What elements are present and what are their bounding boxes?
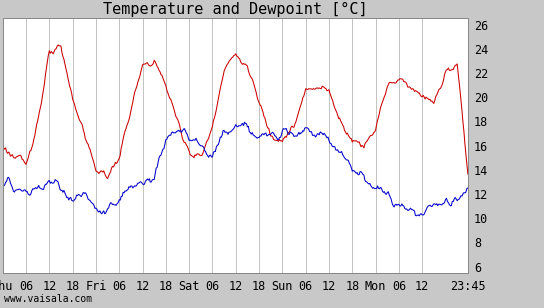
Text: www.vaisala.com: www.vaisala.com	[4, 294, 92, 304]
Title: Temperature and Dewpoint [°C]: Temperature and Dewpoint [°C]	[103, 2, 368, 17]
